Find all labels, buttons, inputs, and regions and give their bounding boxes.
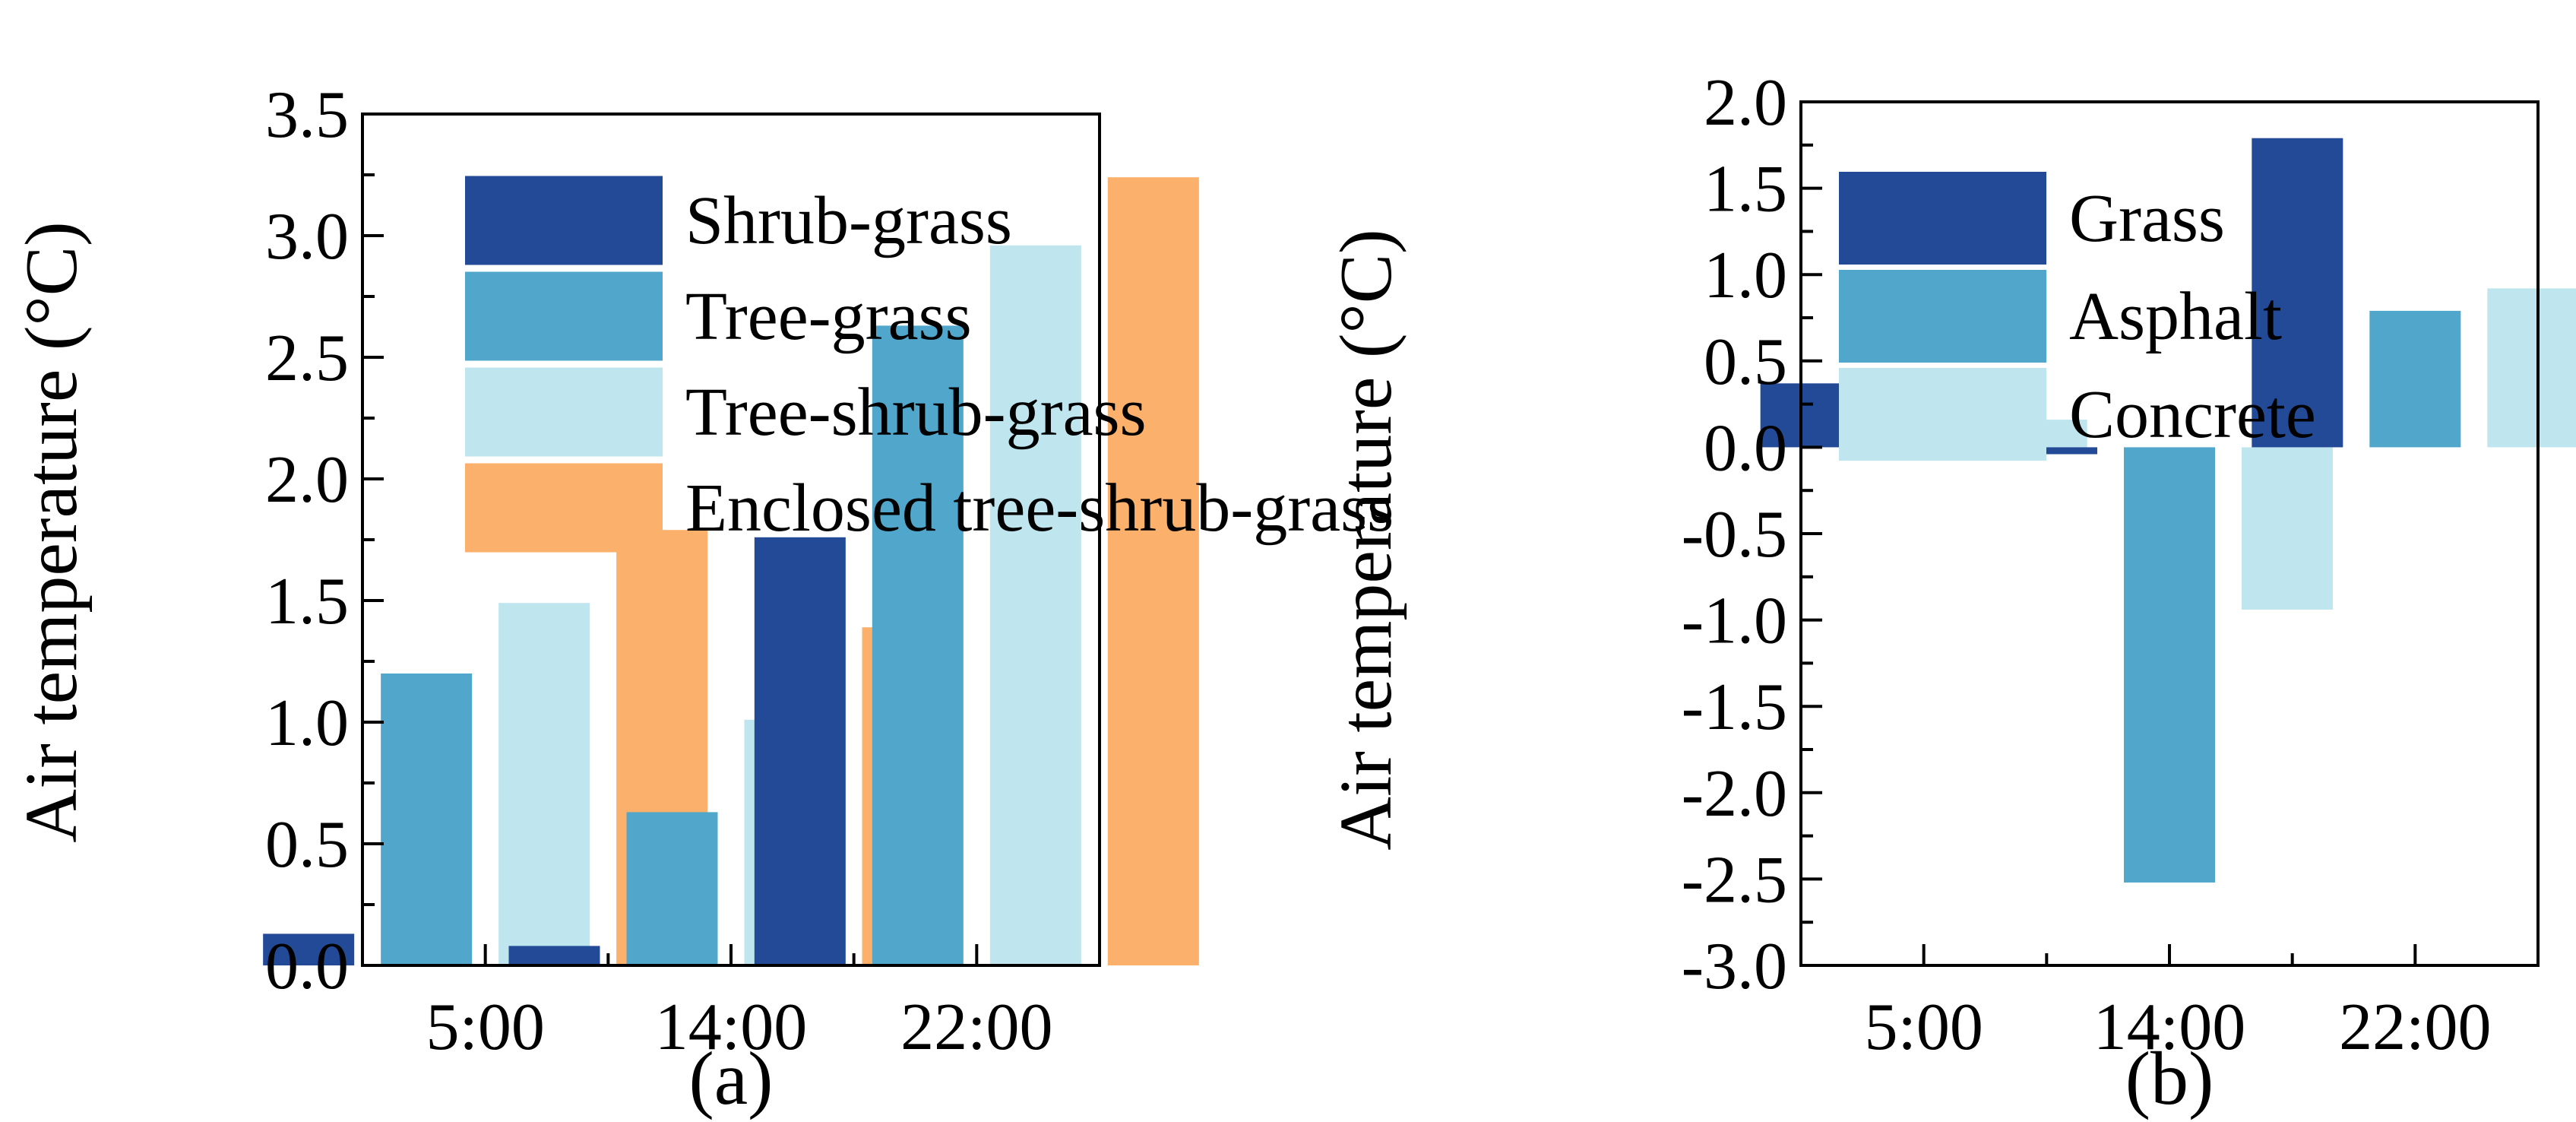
- y-tick-label: 1.0: [265, 686, 349, 760]
- bar-shrub-grass-500: [263, 933, 355, 965]
- x-tick-label: 14:00: [655, 990, 807, 1064]
- y-tick-label: 0.5: [1704, 325, 1787, 399]
- panel-a-bars: [263, 177, 1199, 966]
- legend-swatch: [465, 463, 663, 553]
- panel-a-legend: Shrub-grass Tree-grass Tree-shrub-grass Enc…: [465, 176, 1394, 553]
- legend-swatch: [465, 271, 663, 361]
- legend-label: Tree-grass: [685, 279, 972, 354]
- y-tick-label: 3.0: [265, 200, 349, 274]
- legend-label: Asphalt: [2069, 279, 2282, 354]
- legend-label: Enclosed tree-shrub-grass: [685, 471, 1394, 546]
- x-tick-label: 22:00: [2339, 990, 2491, 1064]
- y-tick-label: 2.5: [265, 322, 349, 395]
- y-tick-label: 3.5: [265, 78, 349, 152]
- y-tick-label: 0.0: [265, 930, 349, 1003]
- panel-b-y-axis-label: Air temperature (°C): [1325, 229, 1407, 850]
- legend-label: Grass: [2069, 181, 2225, 256]
- bar-grass-1400: [2006, 447, 2097, 455]
- y-tick-label: -1.5: [1682, 670, 1787, 744]
- bar-grass-500: [1760, 383, 1852, 448]
- bar-asphalt-2200: [2369, 310, 2461, 448]
- y-tick-label: 2.0: [265, 443, 349, 517]
- legend-swatch: [465, 367, 663, 457]
- y-tick-label: -2.0: [1682, 757, 1787, 831]
- bar-tree-grass-500: [381, 674, 473, 965]
- x-tick-label: 5:00: [1864, 990, 1983, 1064]
- legend-label: Shrub-grass: [685, 183, 1012, 258]
- bar-tree-grass-2200: [872, 325, 964, 965]
- legend-swatch: [1839, 270, 2046, 363]
- legend-swatch: [1839, 172, 2046, 265]
- y-tick-label: 0.0: [1704, 411, 1787, 485]
- panel-b-x-axis: 5:00 14:00 22:00: [1864, 944, 2492, 1064]
- bar-shrub-grass-2200: [754, 537, 846, 965]
- panel-a-y-axis: 0.0 0.5 1.0 1.5 2.0 2.5 3.0 3.5: [265, 78, 384, 1003]
- bar-concrete-2200: [2487, 288, 2576, 448]
- legend-label: Tree-shrub-grass: [685, 375, 1147, 450]
- panel-a-caption: (a): [689, 1036, 774, 1120]
- panel-a-x-axis: 5:00 14:00 22:00: [426, 944, 1053, 1064]
- chart-panel-b: -3.0-2.5-2.0-1.5-1.0-0.50.00.51.01.52.0 …: [1325, 66, 2576, 1120]
- x-tick-label: 5:00: [426, 990, 544, 1064]
- y-tick-label: -2.5: [1682, 843, 1787, 917]
- panel-a-y-axis-label: Air temperature (°C): [11, 221, 93, 842]
- legend-swatch: [465, 176, 663, 265]
- y-tick-label: -3.0: [1682, 930, 1787, 1003]
- y-tick-label: 1.0: [1704, 239, 1787, 312]
- x-tick-label: 22:00: [900, 990, 1052, 1064]
- bar-enclosed-tree-shrub-grass-2200: [1107, 177, 1199, 966]
- panel-b-y-axis: -3.0 -2.5 -2.0 -1.5 -1.0 -0.5 0.0 0.5 1.0 1.5 2.0: [1682, 66, 1822, 1003]
- bar-shrub-grass-1400: [508, 946, 600, 965]
- y-tick-label: -0.5: [1682, 498, 1787, 572]
- y-tick-label: 0.5: [265, 808, 349, 882]
- bar-grass-2200: [2252, 138, 2343, 448]
- bar-tree-shrub-grass-500: [498, 603, 590, 965]
- panel-b-caption: (b): [2125, 1036, 2214, 1120]
- bar-tree-grass-1400: [626, 812, 718, 965]
- bar-asphalt-1400: [2124, 447, 2215, 883]
- legend-label: Concrete: [2069, 377, 2316, 452]
- bar-tree-shrub-grass-2200: [989, 245, 1081, 965]
- y-tick-label: 1.5: [1704, 153, 1787, 227]
- panel-b-legend: Grass Asphalt Concrete: [1839, 172, 2316, 461]
- y-tick-label: 1.5: [265, 565, 349, 639]
- x-tick-label: 14:00: [2093, 990, 2245, 1064]
- y-tick-label: 2.0: [1704, 66, 1787, 140]
- y-tick-label: -1.0: [1682, 585, 1787, 658]
- bar-concrete-1400: [2242, 447, 2333, 610]
- chart-panel-a: 0.00.51.01.52.02.53.03.5 5:00 14:00 22:00 …: [11, 78, 1394, 1120]
- legend-swatch: [1839, 368, 2046, 461]
